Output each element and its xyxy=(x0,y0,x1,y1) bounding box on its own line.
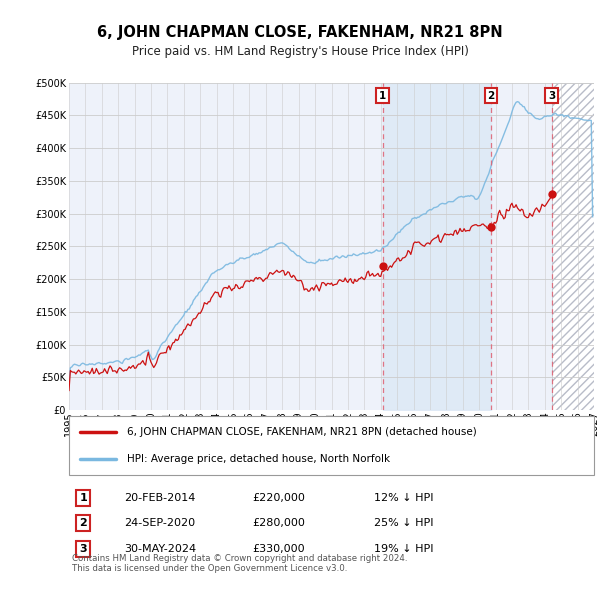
Text: 30-MAY-2024: 30-MAY-2024 xyxy=(124,544,196,554)
Text: 6, JOHN CHAPMAN CLOSE, FAKENHAM, NR21 8PN (detached house): 6, JOHN CHAPMAN CLOSE, FAKENHAM, NR21 8P… xyxy=(127,427,476,437)
Text: 1: 1 xyxy=(379,91,386,101)
Text: 25% ↓ HPI: 25% ↓ HPI xyxy=(373,519,433,528)
Text: 19% ↓ HPI: 19% ↓ HPI xyxy=(373,544,433,554)
Text: 24-SEP-2020: 24-SEP-2020 xyxy=(124,519,195,528)
Text: £330,000: £330,000 xyxy=(253,544,305,554)
Text: HPI: Average price, detached house, North Norfolk: HPI: Average price, detached house, Nort… xyxy=(127,454,390,464)
Text: 2: 2 xyxy=(79,519,87,528)
Text: £220,000: £220,000 xyxy=(253,493,305,503)
Text: 20-FEB-2014: 20-FEB-2014 xyxy=(124,493,196,503)
Text: 12% ↓ HPI: 12% ↓ HPI xyxy=(373,493,433,503)
Text: Price paid vs. HM Land Registry's House Price Index (HPI): Price paid vs. HM Land Registry's House … xyxy=(131,45,469,58)
Text: 3: 3 xyxy=(79,544,87,554)
Text: 2: 2 xyxy=(487,91,494,101)
FancyBboxPatch shape xyxy=(69,416,594,475)
Text: 6, JOHN CHAPMAN CLOSE, FAKENHAM, NR21 8PN: 6, JOHN CHAPMAN CLOSE, FAKENHAM, NR21 8P… xyxy=(97,25,503,40)
Text: 1: 1 xyxy=(79,493,87,503)
Text: 3: 3 xyxy=(548,91,555,101)
Text: £280,000: £280,000 xyxy=(253,519,305,528)
Text: Contains HM Land Registry data © Crown copyright and database right 2024.
This d: Contains HM Land Registry data © Crown c… xyxy=(71,554,407,573)
